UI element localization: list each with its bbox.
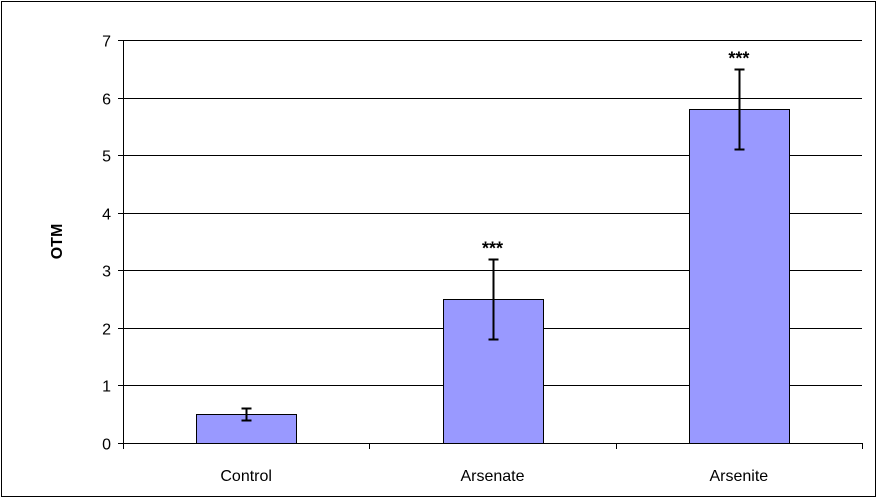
significance-label: *** (482, 239, 503, 259)
y-tick-label: 3 (102, 264, 111, 281)
y-tick-label: 5 (102, 149, 111, 166)
y-tick-label: 2 (102, 322, 111, 339)
bar-arsenite (689, 109, 790, 444)
y-tick-label: 1 (102, 379, 111, 396)
y-tick-label: 4 (102, 207, 111, 224)
y-tick-label: 7 (102, 34, 111, 51)
y-axis-label: OTM (49, 224, 66, 260)
y-tick-label: 0 (102, 437, 111, 454)
x-tick-label: Arsenate (460, 468, 524, 485)
significance-label: *** (728, 49, 749, 69)
y-tick-label: 6 (102, 92, 111, 109)
x-tick-label: Control (220, 468, 272, 485)
x-tick-label: Arsenite (709, 468, 768, 485)
axes: 0 1 2 3 4 5 6 7 Control *** Arsenate *** Arsenite (102, 34, 863, 485)
